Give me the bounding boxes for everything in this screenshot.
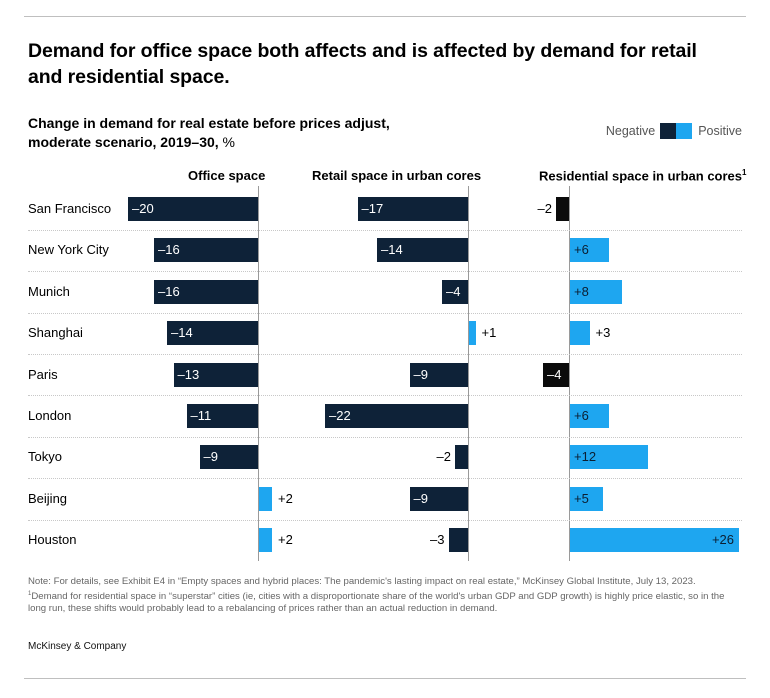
legend: Negative Positive	[606, 123, 742, 139]
row-divider	[28, 313, 742, 314]
bar-residential	[570, 528, 739, 553]
bar-retail	[325, 404, 468, 428]
bar-residential	[570, 404, 609, 428]
bar-retail	[455, 445, 468, 470]
subtitle-unit: %	[218, 134, 236, 150]
bar-office	[186, 404, 258, 428]
bar-office	[154, 279, 258, 304]
value-label-residential: +6	[574, 408, 589, 423]
value-label-office: +2	[278, 532, 293, 548]
category-label: New York City	[28, 242, 109, 258]
value-label-residential: +6	[574, 242, 589, 258]
value-label-office: –13	[177, 366, 200, 382]
value-label-retail: –4	[446, 283, 461, 299]
value-label-retail: –2	[436, 449, 451, 465]
legend-positive-label: Positive	[698, 124, 742, 138]
value-label-retail: –9	[413, 366, 428, 382]
column-header-retail-text: Retail space in urban cores	[312, 168, 482, 183]
bar-office	[259, 528, 272, 553]
bar-retail	[357, 197, 468, 221]
bar-office	[199, 445, 258, 470]
bar-residential	[556, 197, 569, 221]
column-header-residential-footnote: 1	[742, 168, 747, 177]
category-label: Beijing	[28, 490, 68, 506]
column-header-residential-text: Residential space in urban cores	[539, 168, 743, 184]
value-label-residential: +12	[574, 449, 597, 465]
value-label-retail: –17	[361, 201, 384, 216]
value-label-office: –16	[158, 283, 180, 299]
brand-logo-text: McKinsey & Company	[28, 641, 127, 652]
subtitle-text: Change in demand for real estate before …	[28, 115, 390, 150]
value-label-office: –20	[132, 201, 154, 216]
value-label-retail: –9	[413, 490, 428, 506]
row-divider	[28, 520, 742, 521]
bar-retail	[409, 486, 468, 511]
legend-negative-swatch	[660, 123, 677, 139]
bar-residential	[570, 238, 609, 263]
bar-retail	[409, 362, 468, 387]
value-label-office: –14	[171, 325, 193, 341]
value-label-residential: –2	[537, 201, 552, 216]
value-label-residential: +5	[574, 490, 589, 506]
note-line: Note: For details, see Exhibit E4 in “Em…	[28, 576, 696, 587]
bar-residential	[543, 362, 569, 387]
row-divider	[28, 437, 742, 438]
bar-residential	[570, 445, 648, 470]
value-label-residential: –4	[547, 366, 562, 382]
column-header-office-text: Office space	[188, 168, 266, 183]
bar-office	[128, 197, 258, 221]
value-label-retail: –14	[381, 242, 403, 258]
column-header-residential: Residential space in urban cores1	[539, 168, 746, 183]
row-divider	[28, 478, 742, 479]
bar-retail	[442, 279, 468, 304]
category-label: London	[28, 408, 72, 423]
value-label-residential: +8	[574, 283, 589, 299]
bar-office	[154, 238, 258, 263]
bar-retail	[377, 238, 468, 263]
value-label-residential: +26	[711, 532, 734, 548]
bar-residential	[570, 321, 590, 346]
row-divider	[28, 354, 742, 355]
bar-office	[167, 321, 258, 346]
row-divider	[28, 271, 742, 272]
column-header-office: Office space	[188, 168, 265, 183]
bar-office	[259, 486, 272, 511]
value-label-office: –16	[158, 242, 180, 258]
legend-negative-label: Negative	[605, 124, 656, 138]
value-label-residential: +3	[595, 325, 611, 341]
chart-subtitle: Change in demand for real estate before …	[28, 114, 448, 152]
bar-retail	[469, 321, 476, 346]
zero-axis-residential	[569, 186, 570, 561]
value-label-office: +2	[278, 490, 293, 506]
bar-office	[173, 362, 258, 387]
value-label-retail: –3	[430, 532, 445, 548]
category-label: San Francisco	[28, 201, 112, 216]
category-label: Tokyo	[28, 449, 62, 465]
value-label-office: –9	[203, 449, 218, 465]
bottom-rule	[24, 678, 746, 679]
value-label-retail: +1	[481, 325, 497, 341]
row-divider	[28, 395, 742, 396]
category-label: Munich	[28, 283, 70, 299]
row-divider	[28, 230, 742, 231]
bar-residential	[570, 279, 622, 304]
chart-notes: Note: For details, see Exhibit E4 in “Em…	[28, 576, 744, 615]
zero-axis-office	[258, 186, 259, 561]
chart-title: Demand for office space both affects and…	[28, 40, 697, 88]
category-label: Paris	[28, 366, 58, 382]
footnote-line: 1Demand for residential space in “supers…	[28, 588, 744, 615]
column-header-retail: Retail space in urban cores	[312, 168, 481, 183]
zero-axis-retail	[468, 186, 469, 561]
value-label-retail: –22	[329, 408, 351, 423]
top-rule	[24, 16, 746, 17]
value-label-office: –11	[190, 408, 212, 423]
bar-residential	[570, 486, 603, 511]
legend-positive-swatch	[676, 123, 693, 139]
footnote-text: Demand for residential space in “superst…	[28, 591, 725, 615]
bar-retail	[448, 528, 468, 553]
category-label: Shanghai	[28, 325, 83, 341]
category-label: Houston	[28, 532, 77, 548]
footnote-mark: 1	[28, 591, 32, 597]
